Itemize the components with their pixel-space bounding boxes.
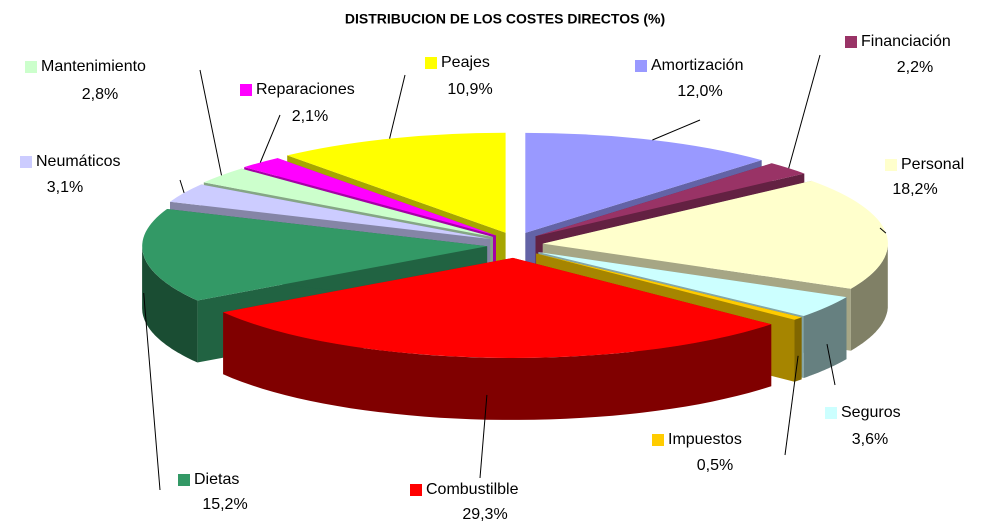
slice-top xyxy=(223,257,772,358)
leader-line xyxy=(784,355,799,456)
category-label: Combustilble xyxy=(426,481,519,498)
value-label: 0,5% xyxy=(697,457,733,474)
leader-line xyxy=(199,69,222,176)
slice-top xyxy=(542,180,888,289)
chart-title: DISTRIBUCION DE LOS COSTES DIRECTOS (%) xyxy=(345,11,665,27)
leader-line xyxy=(788,54,821,169)
slice-wall xyxy=(803,297,847,378)
slice-top xyxy=(203,168,494,237)
slice-wall xyxy=(223,312,772,420)
slice-top xyxy=(538,252,847,316)
category-label: Financiación xyxy=(861,33,951,50)
value-label: 3,1% xyxy=(47,179,83,196)
value-label: 2,2% xyxy=(897,59,933,76)
legend-swatch xyxy=(825,407,837,419)
legend-swatch xyxy=(845,36,857,48)
category-label: Personal xyxy=(901,156,964,173)
slice xyxy=(223,257,772,420)
category-label: Dietas xyxy=(194,471,239,488)
legend-swatch xyxy=(240,84,252,96)
legend-swatch xyxy=(178,474,190,486)
slice-top xyxy=(244,158,496,236)
leader-line xyxy=(179,179,185,194)
slice-top xyxy=(535,163,805,237)
category-label: Reparaciones xyxy=(256,81,355,98)
slice-top xyxy=(525,132,762,233)
category-label: Mantenimiento xyxy=(41,58,146,75)
value-label: 12,0% xyxy=(677,83,722,100)
value-label: 29,3% xyxy=(462,506,507,523)
category-label: Impuestos xyxy=(668,431,742,448)
value-label: 18,2% xyxy=(892,181,937,198)
slice-top xyxy=(142,209,488,301)
legend-swatch xyxy=(20,156,32,168)
leader-line xyxy=(879,227,887,234)
value-label: 3,6% xyxy=(852,431,888,448)
value-label: 10,9% xyxy=(447,81,492,98)
slice-wall xyxy=(142,246,198,363)
category-label: Neumáticos xyxy=(36,153,120,170)
legend-swatch xyxy=(635,60,647,72)
slice-top xyxy=(170,184,491,239)
slice-top xyxy=(287,132,506,233)
category-label: Peajes xyxy=(441,54,490,71)
leader-line xyxy=(389,74,406,139)
slice-wall xyxy=(850,243,888,351)
legend-swatch xyxy=(885,159,897,171)
legend-swatch xyxy=(410,484,422,496)
legend-swatch xyxy=(652,434,664,446)
value-label: 2,1% xyxy=(292,108,328,125)
leader-line xyxy=(259,114,281,163)
slice-top xyxy=(536,253,802,320)
value-label: 2,8% xyxy=(82,86,118,103)
leader-line xyxy=(826,344,836,386)
slice-wall xyxy=(794,317,802,382)
category-label: Amortización xyxy=(651,57,743,74)
category-label: Seguros xyxy=(841,404,901,421)
legend-swatch xyxy=(425,57,437,69)
leader-line xyxy=(143,292,161,491)
value-label: 15,2% xyxy=(202,496,247,513)
legend-swatch xyxy=(25,61,37,73)
leader-line xyxy=(479,394,488,479)
leader-line xyxy=(652,119,701,141)
